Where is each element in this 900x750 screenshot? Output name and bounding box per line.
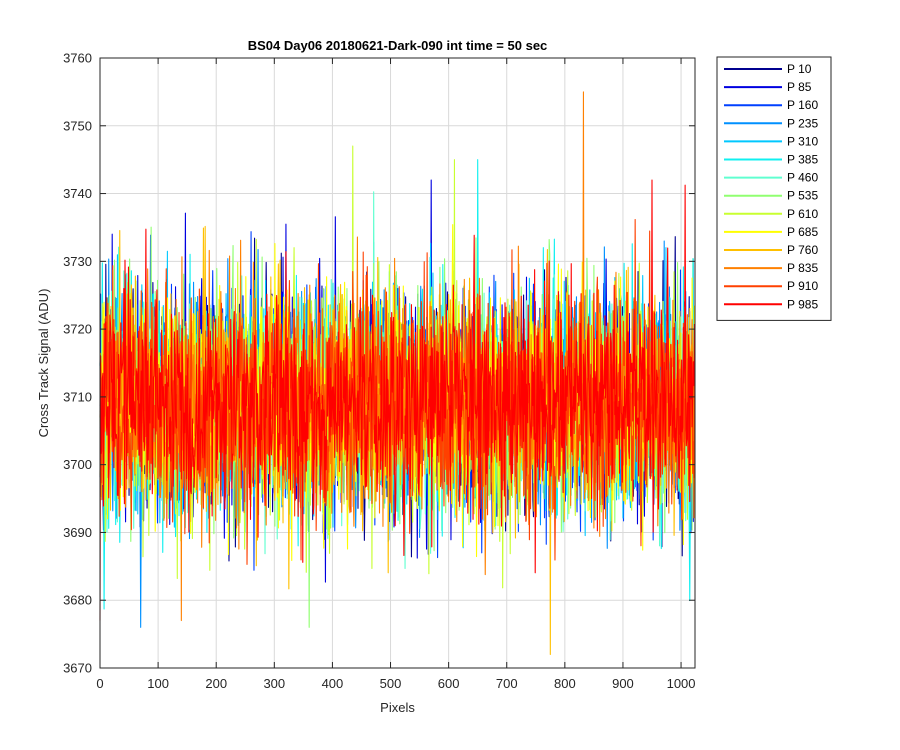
chart-title: BS04 Day06 20180621-Dark-090 int time = … — [248, 38, 548, 53]
legend-label: P 535 — [787, 189, 818, 203]
legend: P 10 P 85 P 160 P 235 P 310 P 385 P 460 P 535 P … — [716, 56, 832, 321]
legend-label: P 760 — [787, 243, 818, 257]
x-tick-label: 0 — [96, 676, 103, 691]
legend-label: P 310 — [787, 134, 818, 148]
legend-label: P 85 — [787, 80, 812, 94]
y-tick-label: 3730 — [63, 254, 92, 269]
axis-ticks: 0 100 200 300 400 500 600 700 800 900 1000 3670 3680… — [63, 51, 695, 692]
legend-label: P 910 — [787, 279, 818, 293]
y-axis-title: Cross Track Signal (ADU) — [36, 289, 51, 438]
x-tick-label: 700 — [496, 676, 518, 691]
x-tick-label: 300 — [263, 676, 285, 691]
legend-box — [716, 56, 832, 321]
plot-frame — [99, 57, 696, 669]
x-tick-label: 800 — [554, 676, 576, 691]
legend-label: P 460 — [787, 171, 818, 185]
y-tick-label: 3740 — [63, 186, 92, 201]
y-tick-label: 3760 — [63, 51, 92, 66]
legend-label: P 235 — [787, 116, 818, 130]
x-tick-label: 200 — [205, 676, 227, 691]
y-tick-label: 3680 — [63, 593, 92, 608]
x-tick-label: 1000 — [667, 676, 696, 691]
legend-label: P 835 — [787, 261, 818, 275]
legend-label: P 385 — [787, 153, 818, 167]
legend-label: P 985 — [787, 297, 818, 311]
y-tick-label: 3720 — [63, 322, 92, 337]
series-lines — [99, 91, 695, 655]
legend-label: P 610 — [787, 207, 818, 221]
y-tick-label: 3670 — [63, 661, 92, 676]
legend-label: P 160 — [787, 98, 818, 112]
y-tick-label: 3750 — [63, 118, 92, 133]
x-tick-label: 100 — [147, 676, 169, 691]
x-tick-label: 400 — [322, 676, 344, 691]
x-tick-label: 500 — [380, 676, 402, 691]
x-tick-label: 900 — [612, 676, 634, 691]
y-tick-label: 3710 — [63, 389, 92, 404]
x-axis-title: Pixels — [380, 700, 415, 715]
y-tick-label: 3700 — [63, 457, 92, 472]
y-tick-label: 3690 — [63, 525, 92, 540]
x-tick-label: 600 — [438, 676, 460, 691]
legend-label: P 685 — [787, 225, 818, 239]
series-line — [99, 179, 695, 621]
legend-label: P 10 — [787, 62, 812, 76]
